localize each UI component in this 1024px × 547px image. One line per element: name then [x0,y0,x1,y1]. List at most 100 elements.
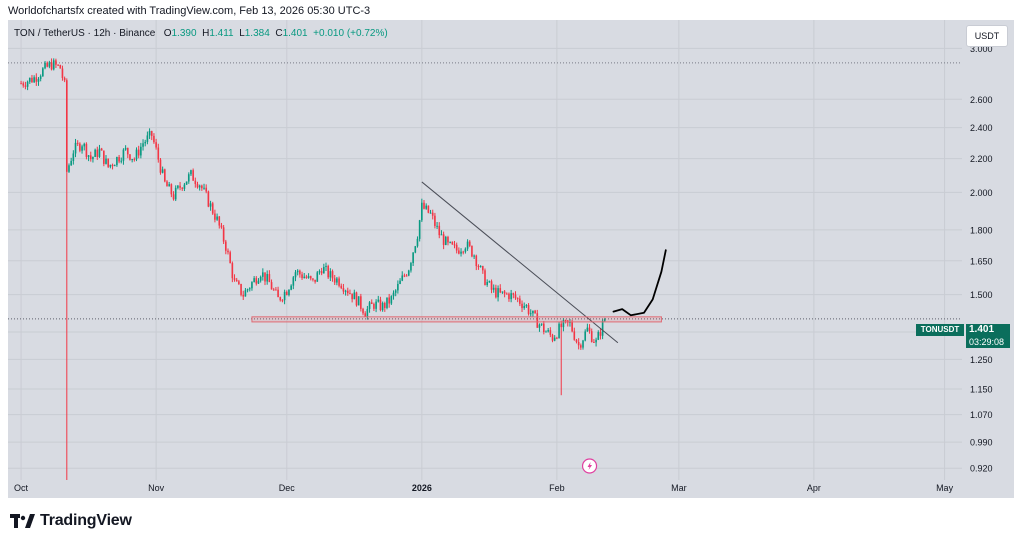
candle-body [22,83,25,86]
candle-body [299,270,301,275]
candle-body [451,241,454,245]
candle-body [266,274,269,282]
candle-body [375,301,377,309]
candle-body [464,248,467,252]
candle-body [510,293,512,300]
candle-body [107,158,110,167]
candle-body [196,184,199,188]
candle-body [545,331,547,333]
candle-body [116,157,118,166]
candle-body [440,234,443,236]
candle-body [164,169,166,182]
candle-body [172,194,175,200]
tradingview-brand[interactable]: TradingView [10,512,132,530]
candle-body [28,77,31,82]
candle-body [355,292,358,306]
candle-body [316,272,319,282]
candle-body [253,278,255,283]
candle-body [505,293,508,295]
candle-body [342,288,345,292]
candle-body [475,255,478,267]
candle-body [418,220,421,239]
candle-body [52,60,55,70]
candle-body [227,250,229,253]
legend-open: 1.390 [171,28,197,39]
symbol-legend: TON / TetherUS · 12h · Binance O1.390 H1… [14,28,388,39]
candle-body [442,234,445,245]
candle-body [477,266,480,268]
candle-body [329,271,332,278]
candle-body [137,149,140,156]
candle-body [142,143,144,147]
candle-body [492,287,495,290]
candle-body [129,154,131,160]
candle-body [68,165,70,172]
candle-body [512,293,515,295]
candle-body [434,215,436,226]
candle-body [484,270,486,285]
candle-body [63,77,66,81]
candle-body [427,205,430,213]
candle-body [453,244,456,246]
candle-body [209,203,212,207]
y-tick-label: 1.070 [970,410,993,420]
candle-body [525,305,528,307]
candle-body [87,155,90,157]
candle-body [275,289,277,291]
candle-body [46,62,49,67]
candle-body [580,345,582,348]
candle-body [259,276,262,281]
candle-body [37,78,40,82]
candle-body [386,297,388,308]
candle-body [495,287,497,298]
candle-body [292,277,295,286]
lightning-icon [587,462,593,470]
candle-body [294,272,297,278]
candle-body [279,297,282,301]
currency-button[interactable]: USDT [966,25,1008,47]
candle-body [519,298,521,304]
candle-body [532,310,534,314]
x-tick-label: 2026 [412,483,432,493]
candle-body [296,270,299,273]
candle-body [460,251,462,254]
candle-body [593,341,595,343]
candle-body [364,313,367,317]
tradingview-logo-icon [10,514,35,528]
candle-body [503,291,506,294]
candle-body [55,60,57,65]
candle-body [597,332,600,340]
candle-body [534,310,536,314]
candle-body [277,289,279,298]
candle-body [325,265,327,268]
candle-body [133,159,136,161]
candle-body [397,283,399,291]
candle-body [96,149,99,157]
y-tick-label: 0.990 [970,438,993,448]
candle-body [288,289,290,296]
candle-body [44,62,46,69]
candle-body [283,291,286,301]
candle-body [497,288,499,298]
y-tick-label: 1.800 [970,225,993,235]
candle-body [120,160,123,162]
candle-body [438,225,441,236]
candle-body [174,187,177,200]
candle-body [449,241,451,243]
candle-body [207,191,210,207]
candle-body [516,298,519,300]
candle-body [26,81,29,87]
y-tick-label: 1.650 [970,256,993,266]
candle-body [72,153,75,161]
candle-body [381,302,384,311]
candle-body [366,308,369,317]
candle-body [81,146,83,151]
legend-close: 1.401 [282,28,308,39]
candle-body [562,320,565,328]
candle-body [588,327,591,332]
brand-text: TradingView [40,512,132,529]
candle-body [333,278,336,283]
candle-body [224,241,227,251]
candle-body [179,185,181,188]
